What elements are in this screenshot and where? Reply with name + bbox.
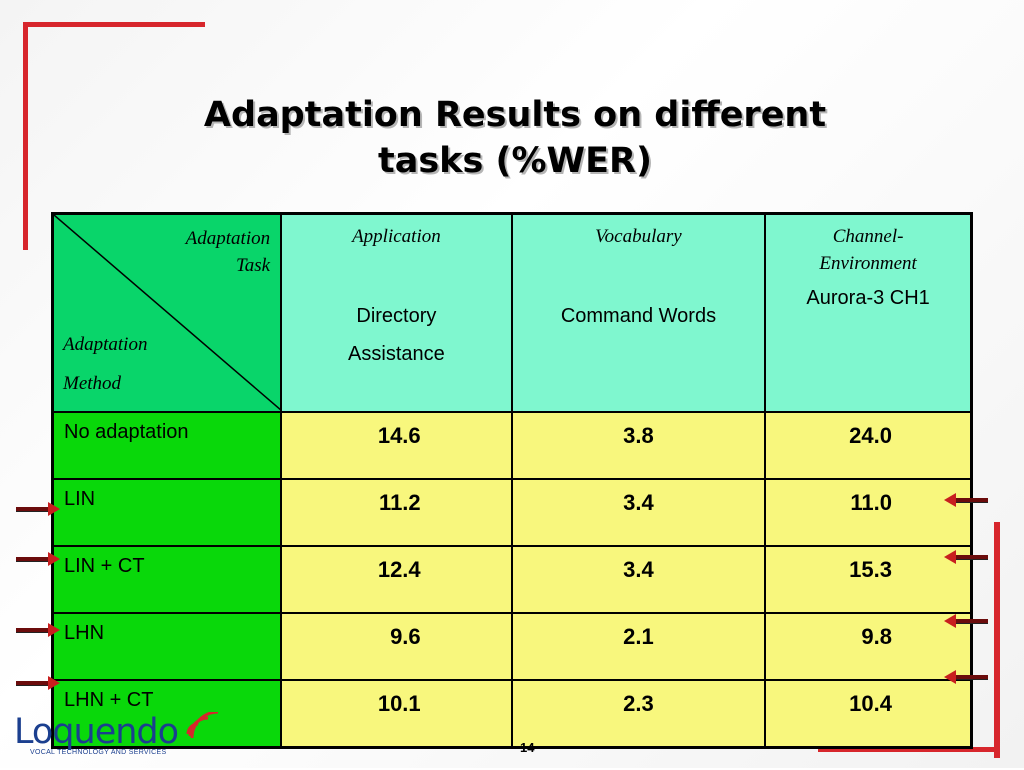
value-application: 12.4	[280, 545, 513, 614]
frame-line-top-left-horizontal	[23, 22, 205, 27]
corner-method-label: Adaptation Method	[63, 325, 147, 403]
logo-wordmark: Loquendo	[14, 712, 179, 752]
table-row: LIN 11.2 3.4 11.0	[51, 478, 973, 547]
row-method-label: LIN + CT	[51, 545, 283, 614]
column-header-subtitle: Command Words	[560, 305, 717, 327]
arrow-right-icon	[16, 552, 60, 566]
column-header-application: Application Directory Assistance	[280, 212, 513, 413]
value-application: 9.6	[280, 612, 513, 681]
value-channel-environment: 9.8	[764, 612, 973, 681]
row-method-label: No adaptation	[51, 411, 283, 480]
diagonal-divider	[54, 215, 282, 411]
arrow-right-icon	[16, 623, 60, 637]
row-method-label: LHN + CT	[51, 679, 283, 749]
corner-method-label-line2: Method	[63, 373, 122, 394]
value-channel-environment: 11.0	[764, 478, 973, 547]
slide-title-line2: tasks (%WER)	[377, 141, 652, 181]
column-header-channel-environment: Channel- Environment Aurora-3 CH1	[764, 212, 973, 413]
arrow-right-icon	[16, 502, 60, 516]
value-vocabulary: 2.3	[510, 679, 767, 749]
value-vocabulary: 3.4	[510, 545, 767, 614]
value-channel-environment: 24.0	[764, 411, 973, 480]
frame-line-top-left-vertical	[23, 22, 28, 250]
arrow-left-icon	[944, 550, 988, 564]
table-header-row: Adaptation Task Adaptation Method Applic…	[51, 212, 973, 413]
arrow-left-icon	[944, 670, 988, 684]
row-method-label: LHN	[51, 612, 283, 681]
column-header-title: Channel-	[832, 226, 904, 247]
table-row: LIN + CT 12.4 3.4 15.3	[51, 545, 973, 614]
corner-task-label-line2: Task	[235, 255, 271, 276]
sound-waves-icon	[186, 712, 219, 739]
table-row: No adaptation 14.6 3.8 24.0	[51, 411, 973, 480]
column-header-title: Vocabulary	[595, 226, 682, 247]
slide-title: Adaptation Results on different tasks (%…	[100, 92, 930, 184]
frame-line-bottom-right-vertical	[994, 522, 1000, 758]
value-application: 10.1	[280, 679, 513, 749]
results-table: Adaptation Task Adaptation Method Applic…	[51, 212, 973, 749]
page-number: 14	[520, 740, 535, 755]
corner-task-label: Adaptation Task	[186, 225, 270, 279]
corner-header-cell: Adaptation Task Adaptation Method	[51, 212, 283, 413]
value-channel-environment: 10.4	[764, 679, 973, 749]
slide-title-line1: Adaptation Results on different	[203, 95, 827, 135]
column-header-subtitle-line2: Assistance	[348, 343, 445, 365]
column-header-title: Application	[352, 226, 441, 247]
arrow-right-icon	[16, 676, 60, 690]
row-method-label: LIN	[51, 478, 283, 547]
value-application: 11.2	[280, 478, 513, 547]
frame-line-bottom-right-horizontal	[818, 747, 1000, 752]
loquendo-logo: Loquendo VOCAL TECHNOLOGY AND SERVICES	[14, 712, 219, 756]
logo-tagline: VOCAL TECHNOLOGY AND SERVICES	[30, 749, 167, 756]
corner-method-label-line1: Adaptation	[63, 334, 148, 355]
arrow-left-icon	[944, 493, 988, 507]
value-vocabulary: 3.4	[510, 478, 767, 547]
table-row: LHN + CT 10.1 2.3 10.4	[51, 679, 973, 749]
corner-task-label-line1: Adaptation	[185, 228, 271, 249]
arrow-left-icon	[944, 614, 988, 628]
table-row: LHN 9.6 2.1 9.8	[51, 612, 973, 681]
value-vocabulary: 3.8	[510, 411, 767, 480]
column-header-subtitle: Directory	[356, 305, 437, 327]
value-vocabulary: 2.1	[510, 612, 767, 681]
value-channel-environment: 15.3	[764, 545, 973, 614]
column-header-title-line2: Environment	[819, 253, 917, 274]
column-header-vocabulary: Vocabulary Command Words	[510, 212, 767, 413]
column-header-subtitle: Aurora-3 CH1	[806, 287, 930, 309]
value-application: 14.6	[280, 411, 513, 480]
